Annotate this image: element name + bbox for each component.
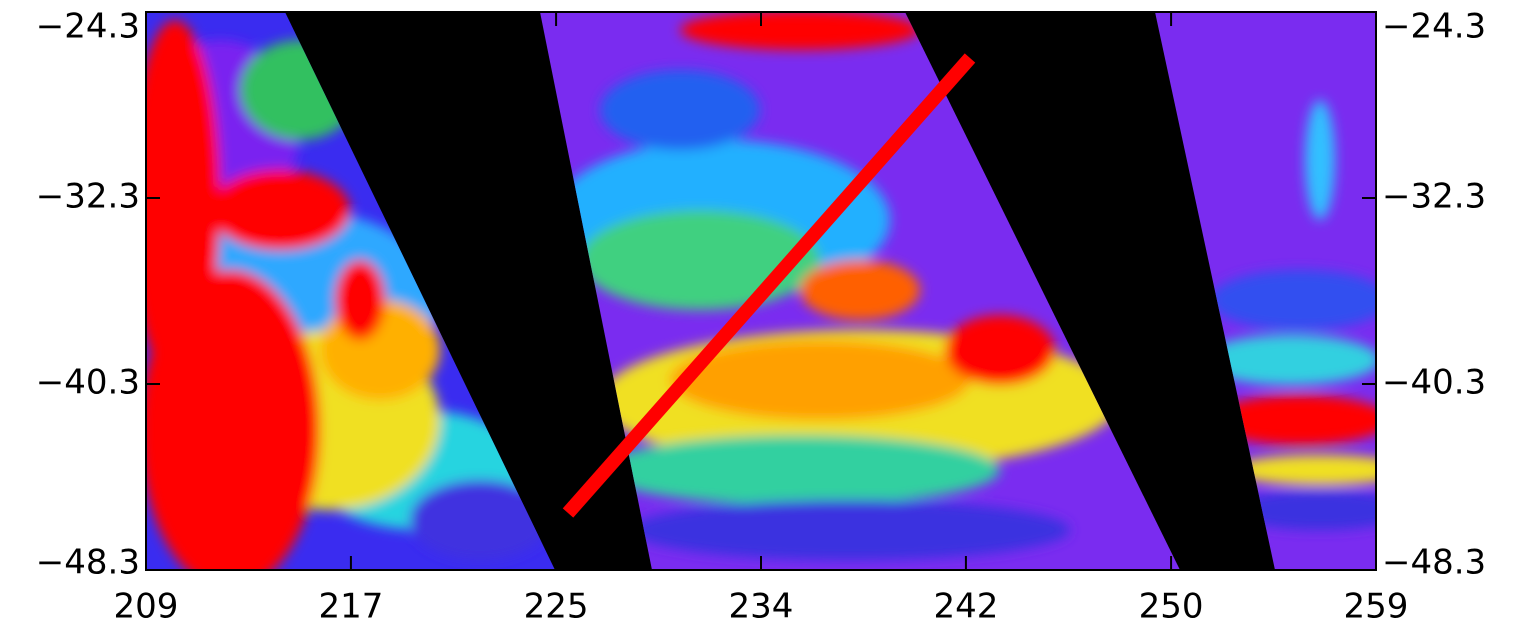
- x-tick-label: 225: [524, 587, 589, 627]
- x-tick-label: 242: [933, 587, 998, 627]
- y-tick-label: −32.3: [36, 177, 140, 217]
- x-tick-label: 234: [729, 587, 794, 627]
- y-tick-label: −24.3: [36, 7, 140, 47]
- y-tick-label-right: −40.3: [1382, 363, 1486, 403]
- axes: 209 217 225 234 242 250 259 −24.3 −24.3 −32.3 −32.…: [36, 7, 1486, 627]
- y-tick-label: −48.3: [36, 543, 140, 583]
- y-tick-label: −40.3: [36, 363, 140, 403]
- x-tick-label: 217: [318, 587, 383, 627]
- y-tick-label-right: −32.3: [1382, 177, 1486, 217]
- x-tick-label: 250: [1139, 587, 1204, 627]
- transect-line: [562, 53, 976, 518]
- y-tick-label-right: −48.3: [1382, 543, 1486, 583]
- x-tick-label: 259: [1344, 587, 1409, 627]
- x-tick-label: 209: [114, 587, 179, 627]
- y-tick-label-right: −24.3: [1382, 7, 1486, 47]
